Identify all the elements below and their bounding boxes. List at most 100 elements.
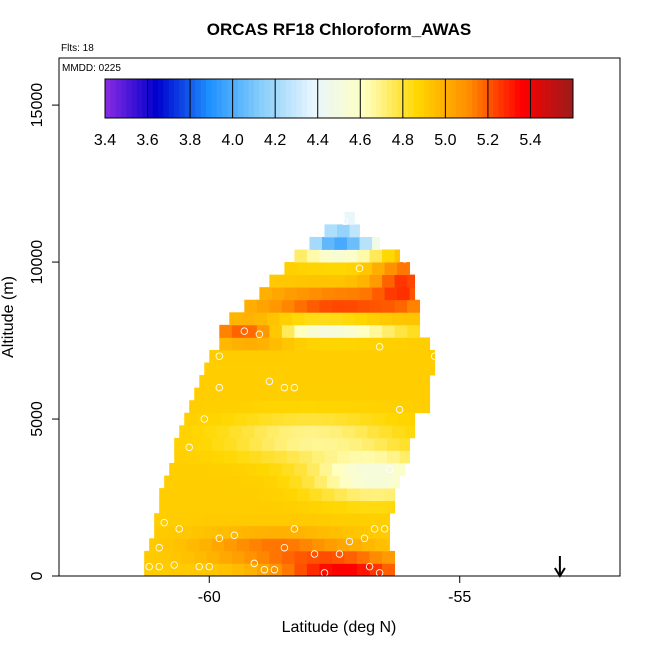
heatmap-cell bbox=[319, 249, 333, 263]
heatmap-cell bbox=[372, 412, 385, 426]
heatmap-cell bbox=[306, 299, 320, 313]
heatmap-cell bbox=[274, 375, 288, 389]
heatmap-cell bbox=[382, 462, 395, 476]
colorbar-swatch bbox=[328, 79, 335, 118]
heatmap-cell bbox=[281, 337, 295, 351]
heatmap-cell bbox=[229, 425, 243, 439]
heatmap-cell bbox=[256, 337, 270, 351]
heatmap-cell bbox=[354, 513, 368, 527]
heatmap-cell bbox=[414, 400, 428, 414]
heatmap-cell bbox=[186, 538, 200, 552]
heatmap-cell bbox=[156, 563, 170, 577]
heatmap-cell bbox=[246, 412, 260, 426]
heatmap-cell bbox=[316, 312, 330, 326]
colorbar-swatch bbox=[381, 79, 388, 118]
heatmap-cell bbox=[186, 437, 200, 451]
heatmap-cell bbox=[331, 274, 345, 288]
heatmap-cell bbox=[291, 362, 305, 376]
heatmap-cell bbox=[359, 287, 373, 301]
colorbar-swatch bbox=[264, 79, 271, 118]
heatmap-cell bbox=[316, 513, 330, 527]
heatmap-cell bbox=[377, 475, 390, 489]
heatmap-cell bbox=[349, 538, 363, 552]
heatmap-cell bbox=[296, 488, 310, 502]
heatmap-cell bbox=[316, 525, 330, 539]
heatmap-cell bbox=[382, 387, 395, 401]
heatmap-cell bbox=[219, 387, 233, 401]
heatmap-cell bbox=[231, 563, 245, 577]
sample-point bbox=[410, 255, 419, 263]
heatmap-cell bbox=[301, 475, 315, 489]
heatmap-cell bbox=[334, 236, 348, 250]
sample-point bbox=[215, 383, 224, 392]
heatmap-cell bbox=[199, 538, 213, 552]
heatmap-cell bbox=[347, 262, 360, 276]
colorbar-swatch bbox=[349, 79, 356, 118]
heatmap-cell bbox=[231, 550, 245, 564]
heatmap-cell bbox=[306, 563, 320, 577]
heatmap-cell bbox=[169, 462, 183, 476]
colorbar-swatch bbox=[370, 79, 377, 118]
colorbar-swatch bbox=[424, 79, 430, 118]
heatmap-cell bbox=[261, 538, 275, 552]
heatmap-cell bbox=[294, 387, 308, 401]
heatmap-cell bbox=[309, 412, 323, 426]
heatmap-cell bbox=[291, 513, 305, 527]
heatmap-cell bbox=[319, 299, 333, 313]
heatmap-cell bbox=[256, 387, 270, 401]
heatmap-cell bbox=[226, 475, 240, 489]
y-tick-label: 15000 bbox=[29, 83, 46, 128]
heatmap-cell bbox=[404, 362, 418, 376]
heatmap-cell bbox=[324, 437, 338, 451]
heatmap-cell bbox=[372, 500, 385, 514]
colorbar-swatch bbox=[471, 79, 478, 118]
heatmap-cell bbox=[156, 550, 170, 564]
heatmap-cell bbox=[246, 349, 260, 363]
colorbar-swatch bbox=[333, 79, 340, 118]
heatmap-cell bbox=[382, 299, 395, 313]
sample-point bbox=[145, 562, 153, 571]
colorbar-swatch bbox=[402, 79, 409, 118]
heatmap-cell bbox=[306, 274, 320, 288]
heatmap-cell bbox=[357, 550, 370, 564]
colorbar-swatch bbox=[269, 79, 276, 118]
heatmap-cell bbox=[384, 262, 398, 276]
heatmap-cell bbox=[209, 412, 223, 426]
heatmap-cell bbox=[241, 312, 255, 326]
colorbar-swatch bbox=[115, 79, 122, 118]
heatmap-cell bbox=[264, 475, 278, 489]
heatmap-cell bbox=[427, 400, 431, 414]
heatmap-cell bbox=[319, 550, 333, 564]
heatmap-cell bbox=[206, 462, 220, 476]
heatmap-cell bbox=[269, 299, 283, 313]
heatmap-cell bbox=[244, 550, 258, 564]
heatmap-cell bbox=[379, 425, 393, 439]
heatmap-cell bbox=[234, 349, 248, 363]
sample-point bbox=[170, 561, 178, 569]
heatmap-cell bbox=[284, 287, 298, 301]
sample-point bbox=[205, 562, 214, 571]
heatmap-cell bbox=[181, 563, 195, 577]
colorbar-swatch bbox=[354, 79, 361, 118]
colorbar-swatch bbox=[456, 79, 462, 118]
heatmap-cell bbox=[309, 349, 323, 363]
heatmap-cell bbox=[319, 274, 333, 288]
colorbar-swatch bbox=[477, 79, 484, 118]
heatmap-cell bbox=[166, 525, 180, 539]
heatmap-cell bbox=[359, 412, 373, 426]
sample-point bbox=[280, 383, 289, 392]
heatmap-cell bbox=[316, 425, 330, 439]
colorbar-swatch bbox=[408, 79, 414, 118]
heatmap-cell bbox=[211, 437, 225, 451]
sample-point bbox=[365, 562, 374, 571]
heatmap-cell bbox=[334, 287, 348, 301]
sample-point bbox=[150, 496, 158, 505]
heatmap-cell bbox=[357, 324, 370, 338]
heatmap-cell bbox=[254, 513, 268, 527]
x-tick-label: -60 bbox=[198, 589, 221, 606]
heatmap-cell bbox=[309, 500, 323, 514]
heatmap-cell bbox=[291, 525, 305, 539]
heatmap-cell bbox=[166, 513, 180, 527]
colorbar-swatch bbox=[339, 79, 345, 118]
heatmap-cell bbox=[229, 312, 243, 326]
